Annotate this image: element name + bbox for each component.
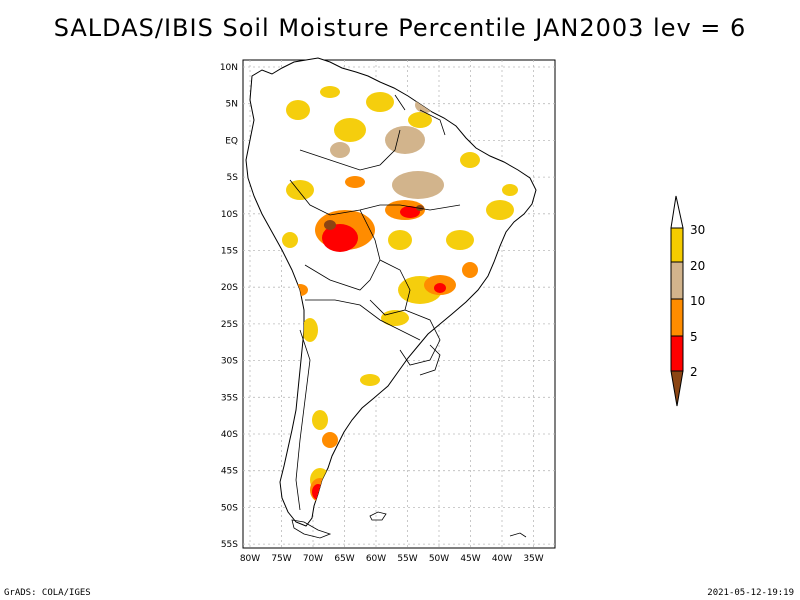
islands [291,511,527,539]
legend-label-10: 10 [690,294,705,308]
lon-label: 55W [397,554,417,564]
legend-top-arrow [670,195,684,229]
legend-label-20: 20 [690,259,705,273]
footer-timestamp: 2021-05-12-19:19 [707,588,794,598]
lon-label: 75W [271,554,291,564]
lat-label: EQ [225,136,238,146]
footer-credit: GrADS: COLA/IGES [4,588,91,598]
legend-bottom-arrow [670,370,684,407]
legend-label-30: 30 [690,223,705,237]
legend-label-2: 2 [690,365,698,379]
lat-label: 30S [221,357,238,367]
shading-20-30 [282,86,518,492]
legend-swatch-5-10 [670,298,684,337]
lat-label: 10N [220,63,238,73]
latitude-labels: 10N 5N EQ 5S 10S 15S 20S 25S 30S 35S 40S 45S 50S 55S [220,63,238,550]
country-borders [289,94,461,511]
lon-label: 80W [240,554,260,564]
lon-label: 45W [460,554,480,564]
lat-label: 45S [221,467,238,477]
lat-label: 35S [221,393,238,403]
legend-swatch-20-30 [670,227,684,263]
lat-label: 5N [226,100,238,110]
lon-label: 50W [429,554,449,564]
legend-swatch-2-5 [670,335,684,372]
shading-2-5 [312,206,446,500]
color-legend: 30 20 10 5 2 [670,195,705,407]
longitude-labels: 80W 75W 70W 65W 60W 55W 50W 45W 40W 35W [240,554,544,564]
lat-label: 55S [221,540,238,550]
lon-label: 70W [303,554,323,564]
lon-label: 40W [492,554,512,564]
lat-label: 15S [221,247,238,257]
lat-label: 40S [221,430,238,440]
lat-label: 10S [221,210,238,220]
legend-label-5: 5 [690,330,698,344]
lon-label: 60W [366,554,386,564]
lat-label: 20S [221,283,238,293]
lat-label: 5S [227,173,239,183]
lat-label: 25S [221,320,238,330]
shading-10-20 [330,97,444,199]
lon-label: 35W [523,554,543,564]
map-title: SALDAS/IBIS Soil Moisture Percentile JAN… [53,14,747,42]
legend-swatch-10-20 [670,261,684,300]
lat-label: 50S [221,503,238,513]
lon-label: 65W [334,554,354,564]
